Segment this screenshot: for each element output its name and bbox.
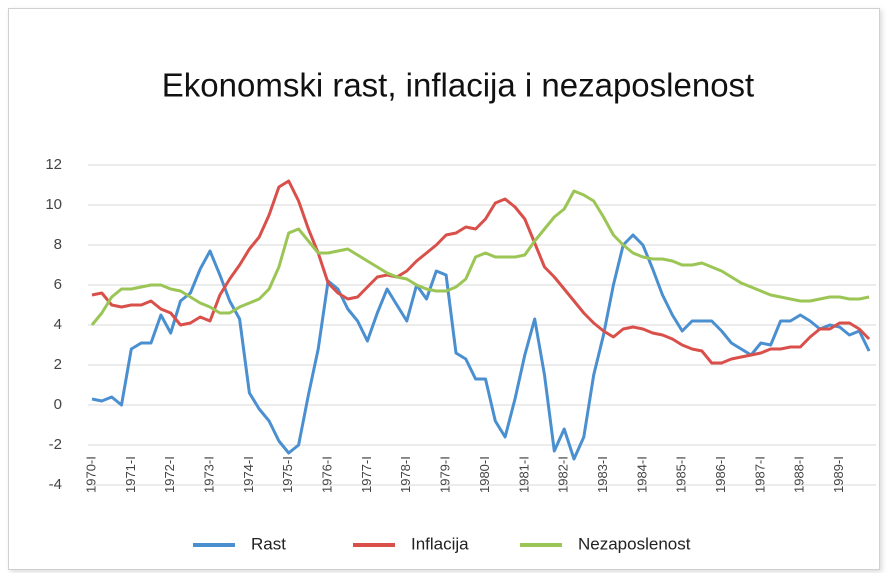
y-tick-label: 4 bbox=[54, 316, 62, 333]
x-tick-label: 1987-I bbox=[752, 456, 767, 493]
series-line bbox=[91, 179, 871, 365]
y-tick-label: 12 bbox=[45, 156, 62, 173]
y-tick-label: -2 bbox=[49, 436, 62, 453]
x-tick-label: 1983-I bbox=[595, 456, 610, 493]
x-tick-label: 1974-I bbox=[241, 456, 256, 493]
x-tick-label: 1976-I bbox=[320, 456, 335, 493]
legend-label: Nezaposlenost bbox=[578, 534, 691, 553]
x-tick-label: 1973-I bbox=[201, 456, 216, 493]
x-tick-label: 1985-I bbox=[674, 456, 689, 493]
y-tick-label: -4 bbox=[49, 476, 62, 493]
x-tick-label: 1989-I bbox=[831, 456, 846, 493]
legend-label: Rast bbox=[251, 534, 286, 553]
x-tick-label: 1984-I bbox=[634, 456, 649, 493]
x-tick-label: 1986-I bbox=[713, 456, 728, 493]
y-tick-label: 6 bbox=[54, 276, 62, 293]
x-tick-label: 1980-I bbox=[477, 456, 492, 493]
x-tick-label: 1978-I bbox=[398, 456, 413, 493]
series-line bbox=[90, 189, 870, 326]
x-tick-label: 1981-I bbox=[516, 456, 531, 493]
x-tick-label: 1977-I bbox=[359, 456, 374, 493]
y-tick-label: 10 bbox=[45, 196, 62, 213]
x-tick-label: 1971-I bbox=[123, 456, 138, 493]
y-tick-label: 2 bbox=[54, 356, 62, 373]
y-tick-label: 8 bbox=[54, 236, 62, 253]
x-tick-label: 1975-I bbox=[280, 456, 295, 493]
x-tick-label: 1970-I bbox=[83, 456, 98, 493]
y-tick-label: 0 bbox=[54, 396, 62, 413]
x-tick-label: 1979-I bbox=[438, 456, 453, 493]
x-tick-label: 1982-I bbox=[556, 456, 571, 493]
chart-title: Ekonomski rast, inflacija i nezaposlenos… bbox=[162, 67, 754, 104]
x-tick-label: 1972-I bbox=[162, 456, 177, 493]
series-line bbox=[91, 233, 871, 461]
legend-label: Inflacija bbox=[411, 534, 469, 553]
chart-card bbox=[8, 8, 880, 570]
x-tick-label: 1988-I bbox=[792, 456, 807, 493]
